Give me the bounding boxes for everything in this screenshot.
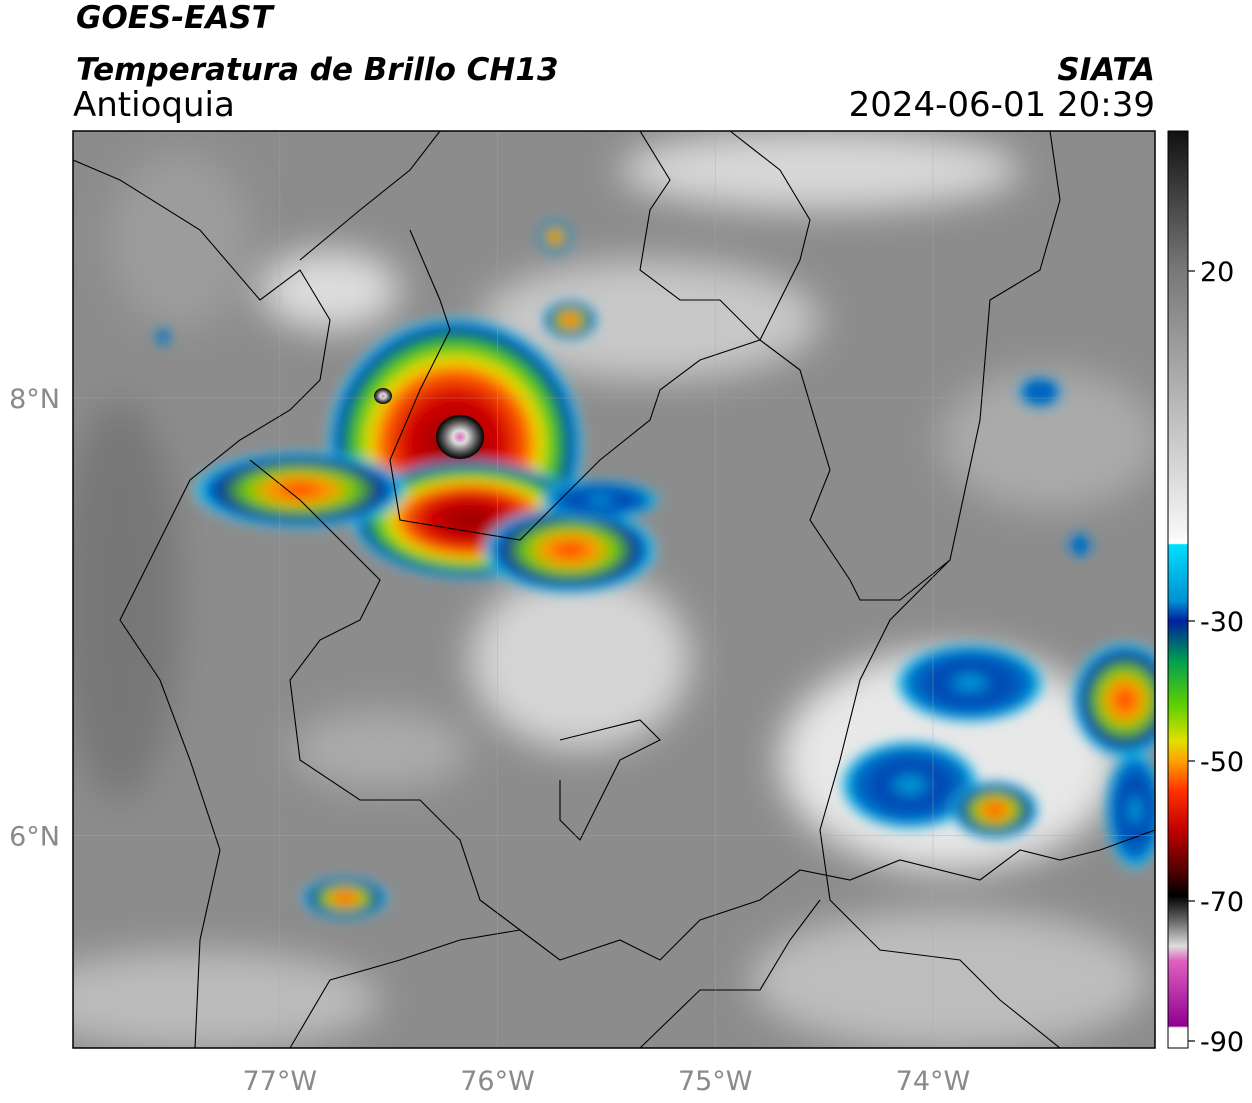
satellite-image: [73, 131, 1155, 1048]
datetime: 2024-06-01 20:39: [849, 85, 1155, 125]
satellite-title: GOES-EAST: [76, 0, 276, 36]
x-tick-label: 75°W: [678, 1066, 753, 1097]
y-tick-label: 8°N: [9, 384, 60, 415]
borders: [73, 131, 1155, 1048]
colorbar-tick-label: -90: [1200, 1027, 1244, 1058]
colorbar-tick-label: -30: [1200, 607, 1244, 638]
colorbar-tick-label: -50: [1200, 747, 1244, 778]
y-tick-label: 6°N: [9, 822, 60, 853]
colorbar: [1167, 130, 1189, 1049]
colorbar-tick-label: -70: [1200, 887, 1244, 918]
x-tick-label: 77°W: [243, 1066, 318, 1097]
product-title: Temperatura de Brillo CH13: [76, 52, 559, 88]
source: SIATA: [1057, 52, 1155, 88]
x-tick-label: 74°W: [896, 1066, 971, 1097]
graticule: [73, 131, 1155, 1048]
region: Antioquia: [73, 85, 235, 125]
x-tick-label: 76°W: [460, 1066, 535, 1097]
colorbar-tick-label: 20: [1200, 257, 1234, 288]
map-frame: [72, 130, 1156, 1049]
